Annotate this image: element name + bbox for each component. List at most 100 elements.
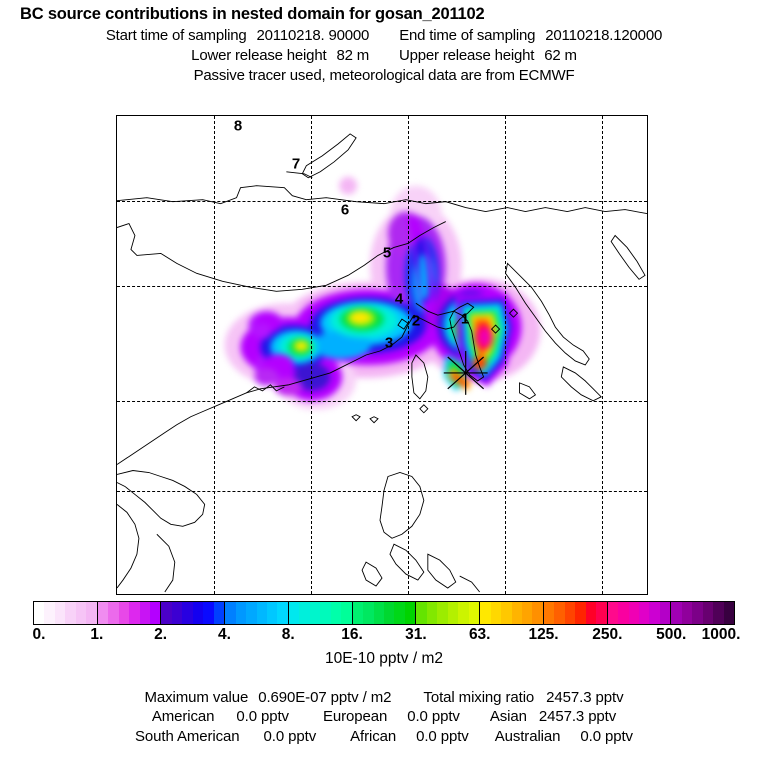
colorbar-tick: 1000. xyxy=(701,626,741,643)
colorbar-step xyxy=(426,602,438,624)
colorbar-tick: 31. xyxy=(405,626,427,643)
concentration-heatmap xyxy=(224,176,541,410)
colorbar-step xyxy=(352,602,364,624)
colorbar-step xyxy=(288,602,300,624)
colorbar-step xyxy=(129,602,140,624)
grid-label-1: 1 xyxy=(460,310,470,328)
colorbar-step xyxy=(501,602,512,624)
colorbar-step xyxy=(638,602,650,624)
colorbar-step xyxy=(490,602,502,624)
colorbar-step xyxy=(309,602,321,624)
region-value-african: 0.0 pptv xyxy=(416,727,469,745)
colorbar-step xyxy=(320,602,331,624)
colorbar-band xyxy=(607,602,672,624)
colorbar-step xyxy=(75,602,87,624)
colorbar-tick: 250. xyxy=(592,626,623,643)
colorbar-band xyxy=(671,602,735,624)
colorbar-step xyxy=(34,602,45,624)
grid-label-6: 6 xyxy=(340,201,350,219)
colorbar-step xyxy=(213,602,225,624)
colorbar-step xyxy=(235,602,247,624)
colorbar-step xyxy=(713,602,724,624)
colorbar-tick: 4. xyxy=(217,626,231,643)
region-label-african: African xyxy=(350,727,397,745)
colorbar-step xyxy=(277,602,288,624)
colorbar-step xyxy=(65,602,76,624)
colorbar-step xyxy=(54,602,66,624)
colorbar-tick: 16. xyxy=(341,626,363,643)
colorbar-step xyxy=(363,602,374,624)
footer-row-regions-2: South American 0.0 pptv African 0.0 pptv… xyxy=(0,728,768,745)
region-value-american: 0.0 pptv xyxy=(236,708,289,725)
lower-release-height-label: Lower release height xyxy=(191,47,327,64)
colorbar-step xyxy=(671,602,682,624)
colorbar-band xyxy=(288,602,353,624)
lower-release-height-value: 82 m xyxy=(336,47,369,64)
colorbar-step xyxy=(564,602,576,624)
colorbar-tick: 0. xyxy=(32,626,46,643)
colorbar-band xyxy=(225,602,289,624)
page-title: BC source contributions in nested domain… xyxy=(20,5,485,23)
header-block: BC source contributions in nested domain… xyxy=(0,0,768,84)
colorbar-step xyxy=(659,602,671,624)
colorbar-tick: 2. xyxy=(154,626,168,643)
gridline-vertical xyxy=(505,116,506,594)
colorbar xyxy=(33,601,735,625)
region-value-european: 0.0 pptv xyxy=(407,708,460,725)
colorbar-step xyxy=(118,602,130,624)
colorbar-band xyxy=(416,602,481,624)
colorbar-step xyxy=(447,602,459,624)
gridline-horizontal xyxy=(117,286,647,287)
colorbar-step xyxy=(702,602,714,624)
colorbar-step xyxy=(225,602,236,624)
colorbar-tick: 63. xyxy=(468,626,491,643)
release-height-row: Lower release height 82 m Upper release … xyxy=(0,47,768,64)
colorbar-tick: 125. xyxy=(528,626,559,643)
colorbar-unit-label: 10E-10 pptv / m2 xyxy=(324,650,444,667)
colorbar-step xyxy=(468,602,480,624)
gridline-layer xyxy=(117,116,647,594)
end-time-label: End time of sampling xyxy=(399,27,536,44)
colorbar-step xyxy=(373,602,385,624)
colorbar-step xyxy=(649,602,660,624)
colorbar-step xyxy=(554,602,565,624)
region-value-asian: 2457.3 pptv xyxy=(538,708,617,725)
colorbar-step xyxy=(44,602,55,624)
colorbar-step xyxy=(256,602,268,624)
southwest-fringe xyxy=(253,313,303,396)
colorbar-tick-labels: 0. 1. 2. 4. 8. 16. 31. 63. 125. 250. 500. 1000. xyxy=(0,626,768,648)
colorbar-tick: 8. xyxy=(281,626,295,643)
colorbar-step xyxy=(404,602,416,624)
colorbar-step xyxy=(521,602,533,624)
colorbar-tick: 1. xyxy=(90,626,104,643)
grid-label-8: 8 xyxy=(233,117,243,135)
grid-label-7: 7 xyxy=(291,155,301,173)
colorbar-step xyxy=(480,602,491,624)
korea-plume xyxy=(443,293,516,391)
colorbar-step xyxy=(246,602,257,624)
colorbar-step xyxy=(692,602,703,624)
colorbar-band xyxy=(97,602,162,624)
colorbar-step xyxy=(585,602,597,624)
colorbar-band xyxy=(34,602,98,624)
colorbar-step xyxy=(607,602,619,624)
start-time-label: Start time of sampling xyxy=(105,27,247,44)
colorbar-step xyxy=(723,602,735,624)
colorbar-step xyxy=(203,602,214,624)
colorbar-step xyxy=(150,602,161,624)
colorbar-step xyxy=(596,602,607,624)
sampling-time-row: Start time of sampling 20110218. 90000 E… xyxy=(0,27,768,44)
grid-label-2: 2 xyxy=(411,312,421,330)
colorbar-step xyxy=(511,602,522,624)
gridline-horizontal xyxy=(117,401,647,402)
gridline-vertical xyxy=(311,116,312,594)
colorbar-step xyxy=(628,602,639,624)
colorbar-step xyxy=(161,602,172,624)
max-value-label: Maximum value xyxy=(144,688,249,706)
region-label-european: European xyxy=(322,708,388,725)
colorbar-step xyxy=(458,602,469,624)
colorbar-step xyxy=(681,602,693,624)
release-site-star-icon xyxy=(443,351,488,395)
colorbar-step xyxy=(384,602,395,624)
footer-statistics: Maximum value 0.690E-07 pptv / m2 Total … xyxy=(0,686,768,745)
